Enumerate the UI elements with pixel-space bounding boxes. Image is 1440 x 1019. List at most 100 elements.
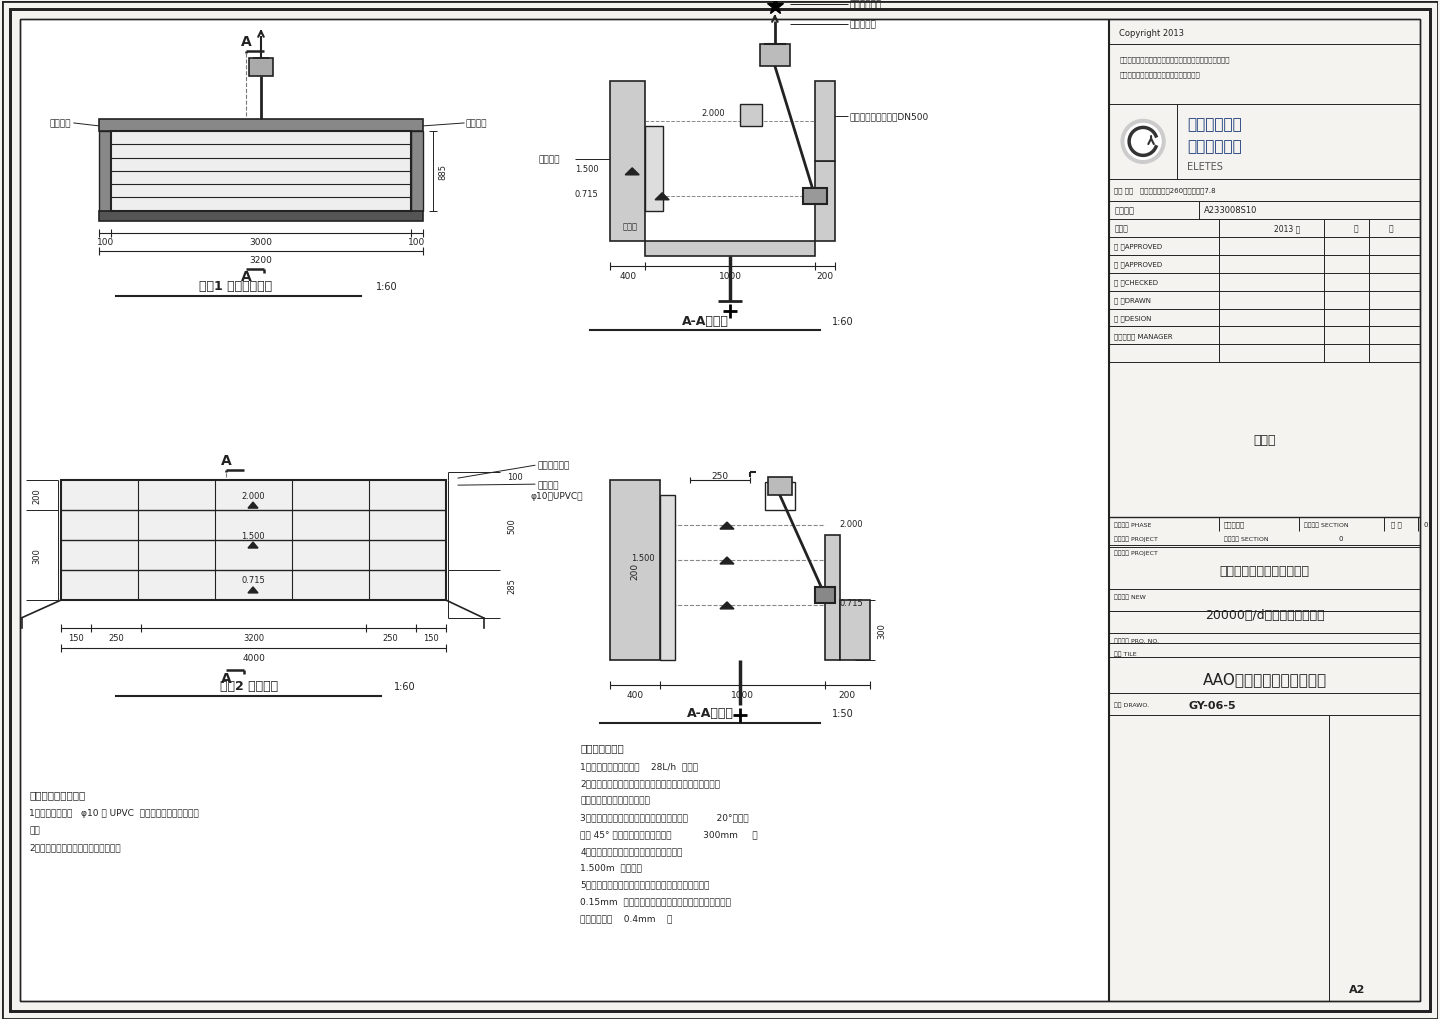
Text: 300: 300: [877, 623, 886, 638]
Text: 审 核APPROVED: 审 核APPROVED: [1115, 261, 1162, 268]
Text: AAO生化综合池工艺施工图: AAO生化综合池工艺施工图: [1202, 672, 1326, 687]
Bar: [645, 126, 664, 212]
Text: 工程建设 PROJECT: 工程建设 PROJECT: [1115, 549, 1158, 555]
Text: 工程编号 PRO. NO.: 工程编号 PRO. NO.: [1115, 638, 1159, 643]
Text: 150: 150: [69, 634, 85, 643]
Polygon shape: [720, 557, 734, 565]
Text: 1:60: 1:60: [393, 681, 415, 691]
Bar: [740, 105, 762, 126]
Bar: [611, 82, 645, 242]
Bar: [760, 45, 791, 67]
Text: 150: 150: [423, 634, 439, 643]
Text: 设计阶段 SECTION: 设计阶段 SECTION: [1224, 536, 1269, 541]
Bar: [825, 536, 840, 660]
Text: 可不得擅自转用，及给予复制并关它用途。: 可不得擅自转用，及给予复制并关它用途。: [1119, 71, 1200, 78]
Text: 取用设计说明：: 取用设计说明：: [580, 743, 624, 753]
Text: 3200: 3200: [249, 256, 272, 265]
Text: 装；: 装；: [29, 825, 40, 835]
Text: 二次溢渠: 二次溢渠: [50, 119, 72, 128]
Text: A-A剖面图: A-A剖面图: [681, 315, 729, 328]
Polygon shape: [655, 194, 670, 201]
Text: 100: 100: [96, 238, 114, 247]
Text: 样图2 浮渣挡板: 样图2 浮渣挡板: [220, 680, 278, 693]
Bar: [62, 481, 445, 600]
Text: 400: 400: [626, 691, 644, 699]
Text: 1、本浮渣挡板由   φ10 的 UPVC  管制作，膨胀螺栓固定安: 1、本浮渣挡板由 φ10 的 UPVC 管制作，膨胀螺栓固定安: [29, 808, 199, 817]
Text: 0: 0: [1339, 536, 1344, 541]
Text: 200: 200: [631, 561, 639, 579]
Text: 设计专业 SECTION: 设计专业 SECTION: [1303, 522, 1348, 528]
Text: 500: 500: [507, 518, 517, 533]
Bar: [99, 120, 422, 131]
Text: 核 准CHECKED: 核 准CHECKED: [1115, 279, 1158, 285]
Bar: [99, 212, 422, 221]
Text: 施工图设计: 施工图设计: [1224, 522, 1246, 528]
Circle shape: [1122, 120, 1165, 164]
Text: A233008S10: A233008S10: [1204, 206, 1257, 215]
Bar: [410, 131, 422, 212]
Text: 图号 DRAWO.: 图号 DRAWO.: [1115, 702, 1149, 708]
Text: 浙江环鼎环境: 浙江环鼎环境: [1187, 117, 1241, 132]
Polygon shape: [625, 169, 639, 175]
Text: 4000: 4000: [242, 653, 265, 662]
Text: 样图1 电动旋转堰门: 样图1 电动旋转堰门: [200, 280, 272, 292]
Text: 5、本设备装配时，其连杆和门体的垂直度偏差应小于: 5、本设备装配时，其连杆和门体的垂直度偏差应小于: [580, 880, 710, 889]
Text: A: A: [240, 35, 252, 49]
Text: 中国 杭州   滨江区湖滨南第260号附页大楼7.8: 中国 杭州 滨江区湖滨南第260号附页大楼7.8: [1115, 187, 1215, 194]
Text: 工 艺: 工 艺: [1391, 522, 1401, 528]
Text: 日: 日: [1388, 224, 1392, 233]
Text: 400: 400: [619, 272, 636, 281]
Text: 二次溢渠: 二次溢渠: [465, 119, 487, 128]
Text: 度偏差应小于    0.4mm    ；: 度偏差应小于 0.4mm ；: [580, 914, 672, 923]
Text: 2、本堰门除框架结构件和密封件外，其余均由不锈钢材质: 2、本堰门除框架结构件和密封件外，其余均由不锈钢材质: [580, 779, 720, 788]
Text: 4、本堰门安装完毕后最高挡水高度不低于: 4、本堰门安装完毕后最高挡水高度不低于: [580, 846, 683, 855]
Text: 1.500: 1.500: [575, 165, 598, 174]
Bar: [20, 20, 1109, 1001]
Text: 浮渣挡板: 浮渣挡板: [537, 481, 559, 490]
Text: 长兴夹浦污水处理有限公司: 长兴夹浦污水处理有限公司: [1220, 565, 1310, 578]
Bar: [765, 483, 795, 511]
Bar: [768, 478, 792, 495]
Text: 2013 年: 2013 年: [1274, 224, 1300, 233]
Text: 0.715: 0.715: [240, 576, 265, 585]
Text: 制作，侧向材也采用不锈钢；: 制作，侧向材也采用不锈钢；: [580, 795, 651, 804]
Text: 1:50: 1:50: [832, 708, 854, 718]
Text: 审 定APPROVED: 审 定APPROVED: [1115, 244, 1162, 250]
Text: 300: 300: [32, 547, 40, 564]
Text: 200: 200: [32, 488, 40, 503]
Text: 角为 45° 时为关闭状态；调节范围           300mm     ；: 角为 45° 时为关闭状态；调节范围 300mm ；: [580, 829, 757, 838]
Text: 3000: 3000: [249, 238, 272, 247]
Text: 885: 885: [438, 164, 446, 179]
Text: 项目名称 NEW: 项目名称 NEW: [1115, 593, 1146, 599]
Bar: [660, 495, 675, 660]
Text: 1.500: 1.500: [240, 531, 265, 540]
Text: ELETES: ELETES: [1187, 162, 1223, 171]
Text: 月: 月: [1354, 224, 1358, 233]
Bar: [645, 242, 815, 257]
Text: 堰门起闭装置: 堰门起闭装置: [850, 1, 881, 9]
Circle shape: [1125, 124, 1161, 160]
Polygon shape: [248, 587, 258, 593]
Text: A-A剖面图: A-A剖面图: [687, 706, 733, 719]
Text: 证书等级: 证书等级: [1115, 206, 1135, 215]
Bar: [804, 189, 827, 205]
Text: 100: 100: [507, 472, 523, 481]
Text: φ10的UPVC板: φ10的UPVC板: [530, 491, 583, 500]
Text: 1000: 1000: [732, 691, 755, 699]
Text: 制 图DRAWN: 制 图DRAWN: [1115, 297, 1151, 304]
Text: 200: 200: [816, 272, 834, 281]
Bar: [815, 162, 835, 242]
Bar: [111, 131, 410, 212]
Text: 签字栏: 签字栏: [1115, 224, 1128, 233]
Text: 1、本堰门的渗漏量应在    28L/h  以下；: 1、本堰门的渗漏量应在 28L/h 以下；: [580, 761, 698, 770]
Text: 设计阶段 PROJECT: 设计阶段 PROJECT: [1115, 536, 1158, 541]
Text: 图纸状态 PHASE: 图纸状态 PHASE: [1115, 522, 1152, 528]
Text: 捞水隔板: 捞水隔板: [539, 155, 560, 164]
Text: 1.500m  的要求；: 1.500m 的要求；: [580, 863, 642, 872]
Polygon shape: [248, 502, 258, 508]
Text: 1000: 1000: [719, 272, 742, 281]
Text: 本图纸版权归浙江环鼎环境建设有限公司所有，未在书面许: 本图纸版权归浙江环鼎环境建设有限公司所有，未在书面许: [1119, 57, 1230, 63]
Text: 2.000: 2.000: [701, 109, 724, 118]
Text: 1:60: 1:60: [376, 281, 397, 291]
Text: 建设有限公司: 建设有限公司: [1187, 140, 1241, 154]
